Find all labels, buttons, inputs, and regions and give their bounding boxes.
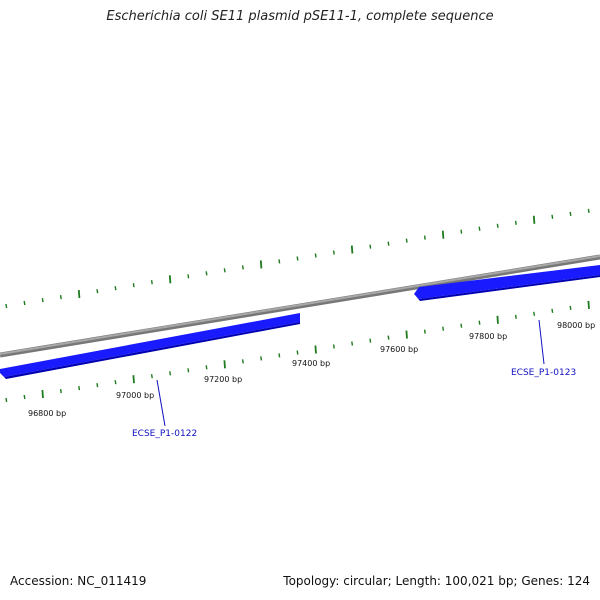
minor-tick xyxy=(150,374,153,379)
topology-summary: Topology: circular; Length: 100,021 bp; … xyxy=(283,574,590,588)
minor-tick xyxy=(460,229,463,234)
minor-tick xyxy=(569,211,572,217)
gene-ecse-p1-0122[interactable] xyxy=(0,313,300,379)
gene-arrow-shadow-ecse-p1-0122 xyxy=(4,322,300,379)
minor-tick xyxy=(332,250,335,255)
map-title: Escherichia coli SE11 plasmid pSE11-1, c… xyxy=(106,9,494,24)
accession-text: Accession: NC_011419 xyxy=(10,574,147,588)
major-tick xyxy=(532,215,536,224)
minor-tick xyxy=(569,305,572,311)
minor-tick xyxy=(533,311,536,316)
backbone-light xyxy=(0,255,600,355)
minor-tick xyxy=(223,268,226,273)
minor-tick xyxy=(423,329,426,334)
major-tick xyxy=(587,300,590,309)
major-tick xyxy=(168,275,172,284)
minor-tick xyxy=(205,365,208,370)
minor-tick xyxy=(478,226,481,231)
minor-tick xyxy=(332,344,335,349)
gene-arrow-ecse-p1-0122 xyxy=(0,313,300,377)
minor-tick xyxy=(387,241,390,246)
ruler-label: 97400 bp xyxy=(292,359,330,368)
minor-tick xyxy=(114,380,117,385)
minor-tick xyxy=(514,220,517,225)
minor-tick xyxy=(423,235,426,240)
minor-tick xyxy=(23,394,26,400)
minor-tick xyxy=(114,286,117,291)
minor-tick xyxy=(5,397,8,403)
ruler-label: 97000 bp xyxy=(116,391,154,400)
minor-tick xyxy=(59,294,62,300)
minor-tick xyxy=(369,244,372,249)
major-tick xyxy=(223,360,226,369)
major-tick xyxy=(441,230,445,239)
minor-tick xyxy=(478,320,481,325)
minor-tick xyxy=(496,223,499,228)
minor-tick xyxy=(351,341,354,346)
minor-tick xyxy=(296,350,299,355)
minor-tick xyxy=(405,238,408,243)
ruler-label: 97600 bp xyxy=(380,345,418,354)
gene-label-ecse-p1-0123: ECSE_P1-0123 xyxy=(511,368,576,378)
minor-tick xyxy=(241,265,244,270)
minor-tick xyxy=(96,383,99,388)
minor-tick xyxy=(187,368,190,373)
minor-tick xyxy=(278,259,281,264)
inner-tick-marks xyxy=(5,300,590,403)
minor-tick xyxy=(187,274,190,279)
minor-tick xyxy=(41,297,44,303)
major-tick xyxy=(77,290,81,299)
minor-tick xyxy=(587,208,590,214)
ruler-labels: 96800 bp 97000 bp 97200 bp 97400 bp 97600 bp… xyxy=(28,321,595,418)
major-tick xyxy=(350,245,354,254)
minor-tick xyxy=(78,385,81,391)
minor-tick xyxy=(296,256,299,261)
minor-tick xyxy=(369,338,372,343)
minor-tick xyxy=(5,303,8,309)
minor-tick xyxy=(241,359,244,364)
ruler-label: 97800 bp xyxy=(469,332,507,341)
minor-tick xyxy=(59,388,62,394)
minor-tick xyxy=(514,314,517,319)
minor-tick xyxy=(205,271,208,276)
minor-tick xyxy=(23,300,26,306)
outer-tick-marks xyxy=(5,208,590,309)
minor-tick xyxy=(132,283,135,288)
minor-tick xyxy=(260,356,263,361)
minor-tick xyxy=(96,289,99,294)
ruler-label: 97200 bp xyxy=(204,375,242,384)
minor-tick xyxy=(169,371,172,376)
minor-tick xyxy=(442,326,445,331)
minor-tick xyxy=(150,280,153,285)
minor-tick xyxy=(460,323,463,328)
minor-tick xyxy=(278,353,281,358)
gene-label-leader-ecse-p1-0122 xyxy=(156,379,166,427)
gene-arrow-shadow-ecse-p1-0123 xyxy=(414,275,600,301)
gene-arrow-ecse-p1-0123 xyxy=(414,265,600,299)
major-tick xyxy=(496,315,499,324)
minor-tick xyxy=(551,308,554,313)
major-tick xyxy=(259,260,263,269)
minor-tick xyxy=(551,214,554,219)
major-tick xyxy=(41,390,44,399)
ruler-label: 96800 bp xyxy=(28,409,66,418)
major-tick xyxy=(314,345,317,354)
minor-tick xyxy=(387,335,390,340)
major-tick xyxy=(132,375,135,384)
ruler-label: 98000 bp xyxy=(557,321,595,330)
major-tick xyxy=(405,330,408,339)
gene-label-ecse-p1-0122: ECSE_P1-0122 xyxy=(132,429,197,439)
gene-ecse-p1-0123[interactable] xyxy=(414,265,600,301)
gene-label-leader-ecse-p1-0123 xyxy=(538,319,545,365)
minor-tick xyxy=(314,253,317,258)
